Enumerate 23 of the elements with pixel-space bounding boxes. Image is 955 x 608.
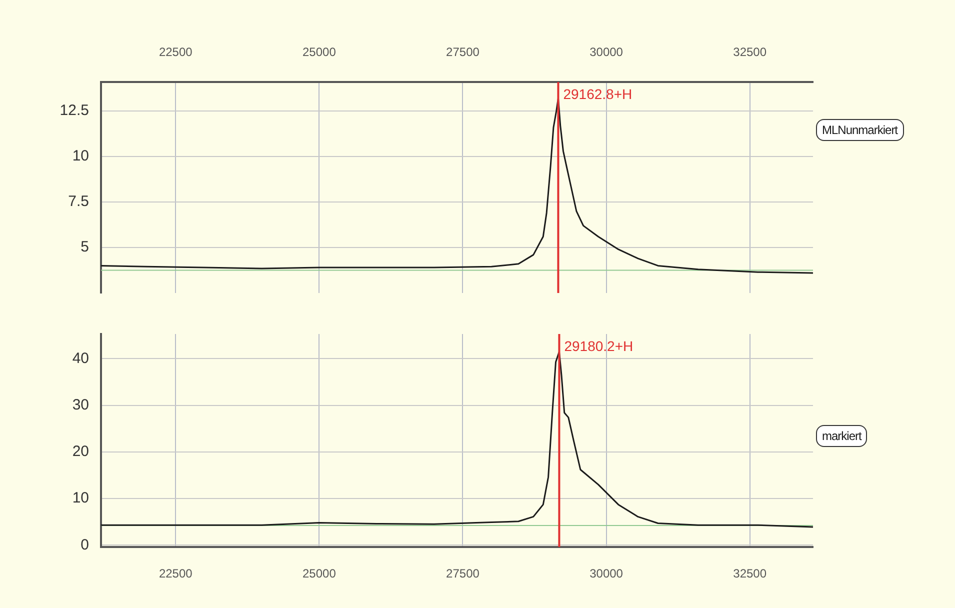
y-tick-label: 20 — [72, 443, 89, 460]
x-tick-label: 30000 — [590, 45, 624, 60]
x-tick-label: 22500 — [158, 45, 193, 60]
y-tick-label: 5 — [80, 238, 89, 256]
x-tick-label: 32500 — [733, 45, 767, 60]
ref-line-label: 29180.2+H — [564, 338, 634, 354]
y-tick-label: 40 — [72, 350, 89, 367]
y-tick-label: 10 — [72, 148, 89, 165]
y-tick-label: 10 — [72, 490, 89, 507]
ref-line-label: 29162.8+H — [563, 86, 632, 102]
x-tick-label: 25000 — [302, 566, 336, 581]
y-tick-label: 0 — [80, 536, 89, 554]
x-tick-label: 30000 — [590, 566, 624, 581]
text: markiert — [816, 425, 868, 448]
y-tick-label: 7.5 — [68, 193, 89, 210]
x-tick-label: 22500 — [158, 566, 193, 581]
y-tick-label: 30 — [72, 396, 89, 414]
x-tick-label: 27500 — [446, 566, 480, 581]
text: MLNunmarkiert — [816, 119, 904, 142]
y-tick-label: 12.5 — [60, 102, 89, 120]
x-tick-label: 25000 — [302, 45, 336, 60]
x-tick-label: 32500 — [733, 566, 767, 581]
x-tick-label: 27500 — [446, 45, 480, 60]
